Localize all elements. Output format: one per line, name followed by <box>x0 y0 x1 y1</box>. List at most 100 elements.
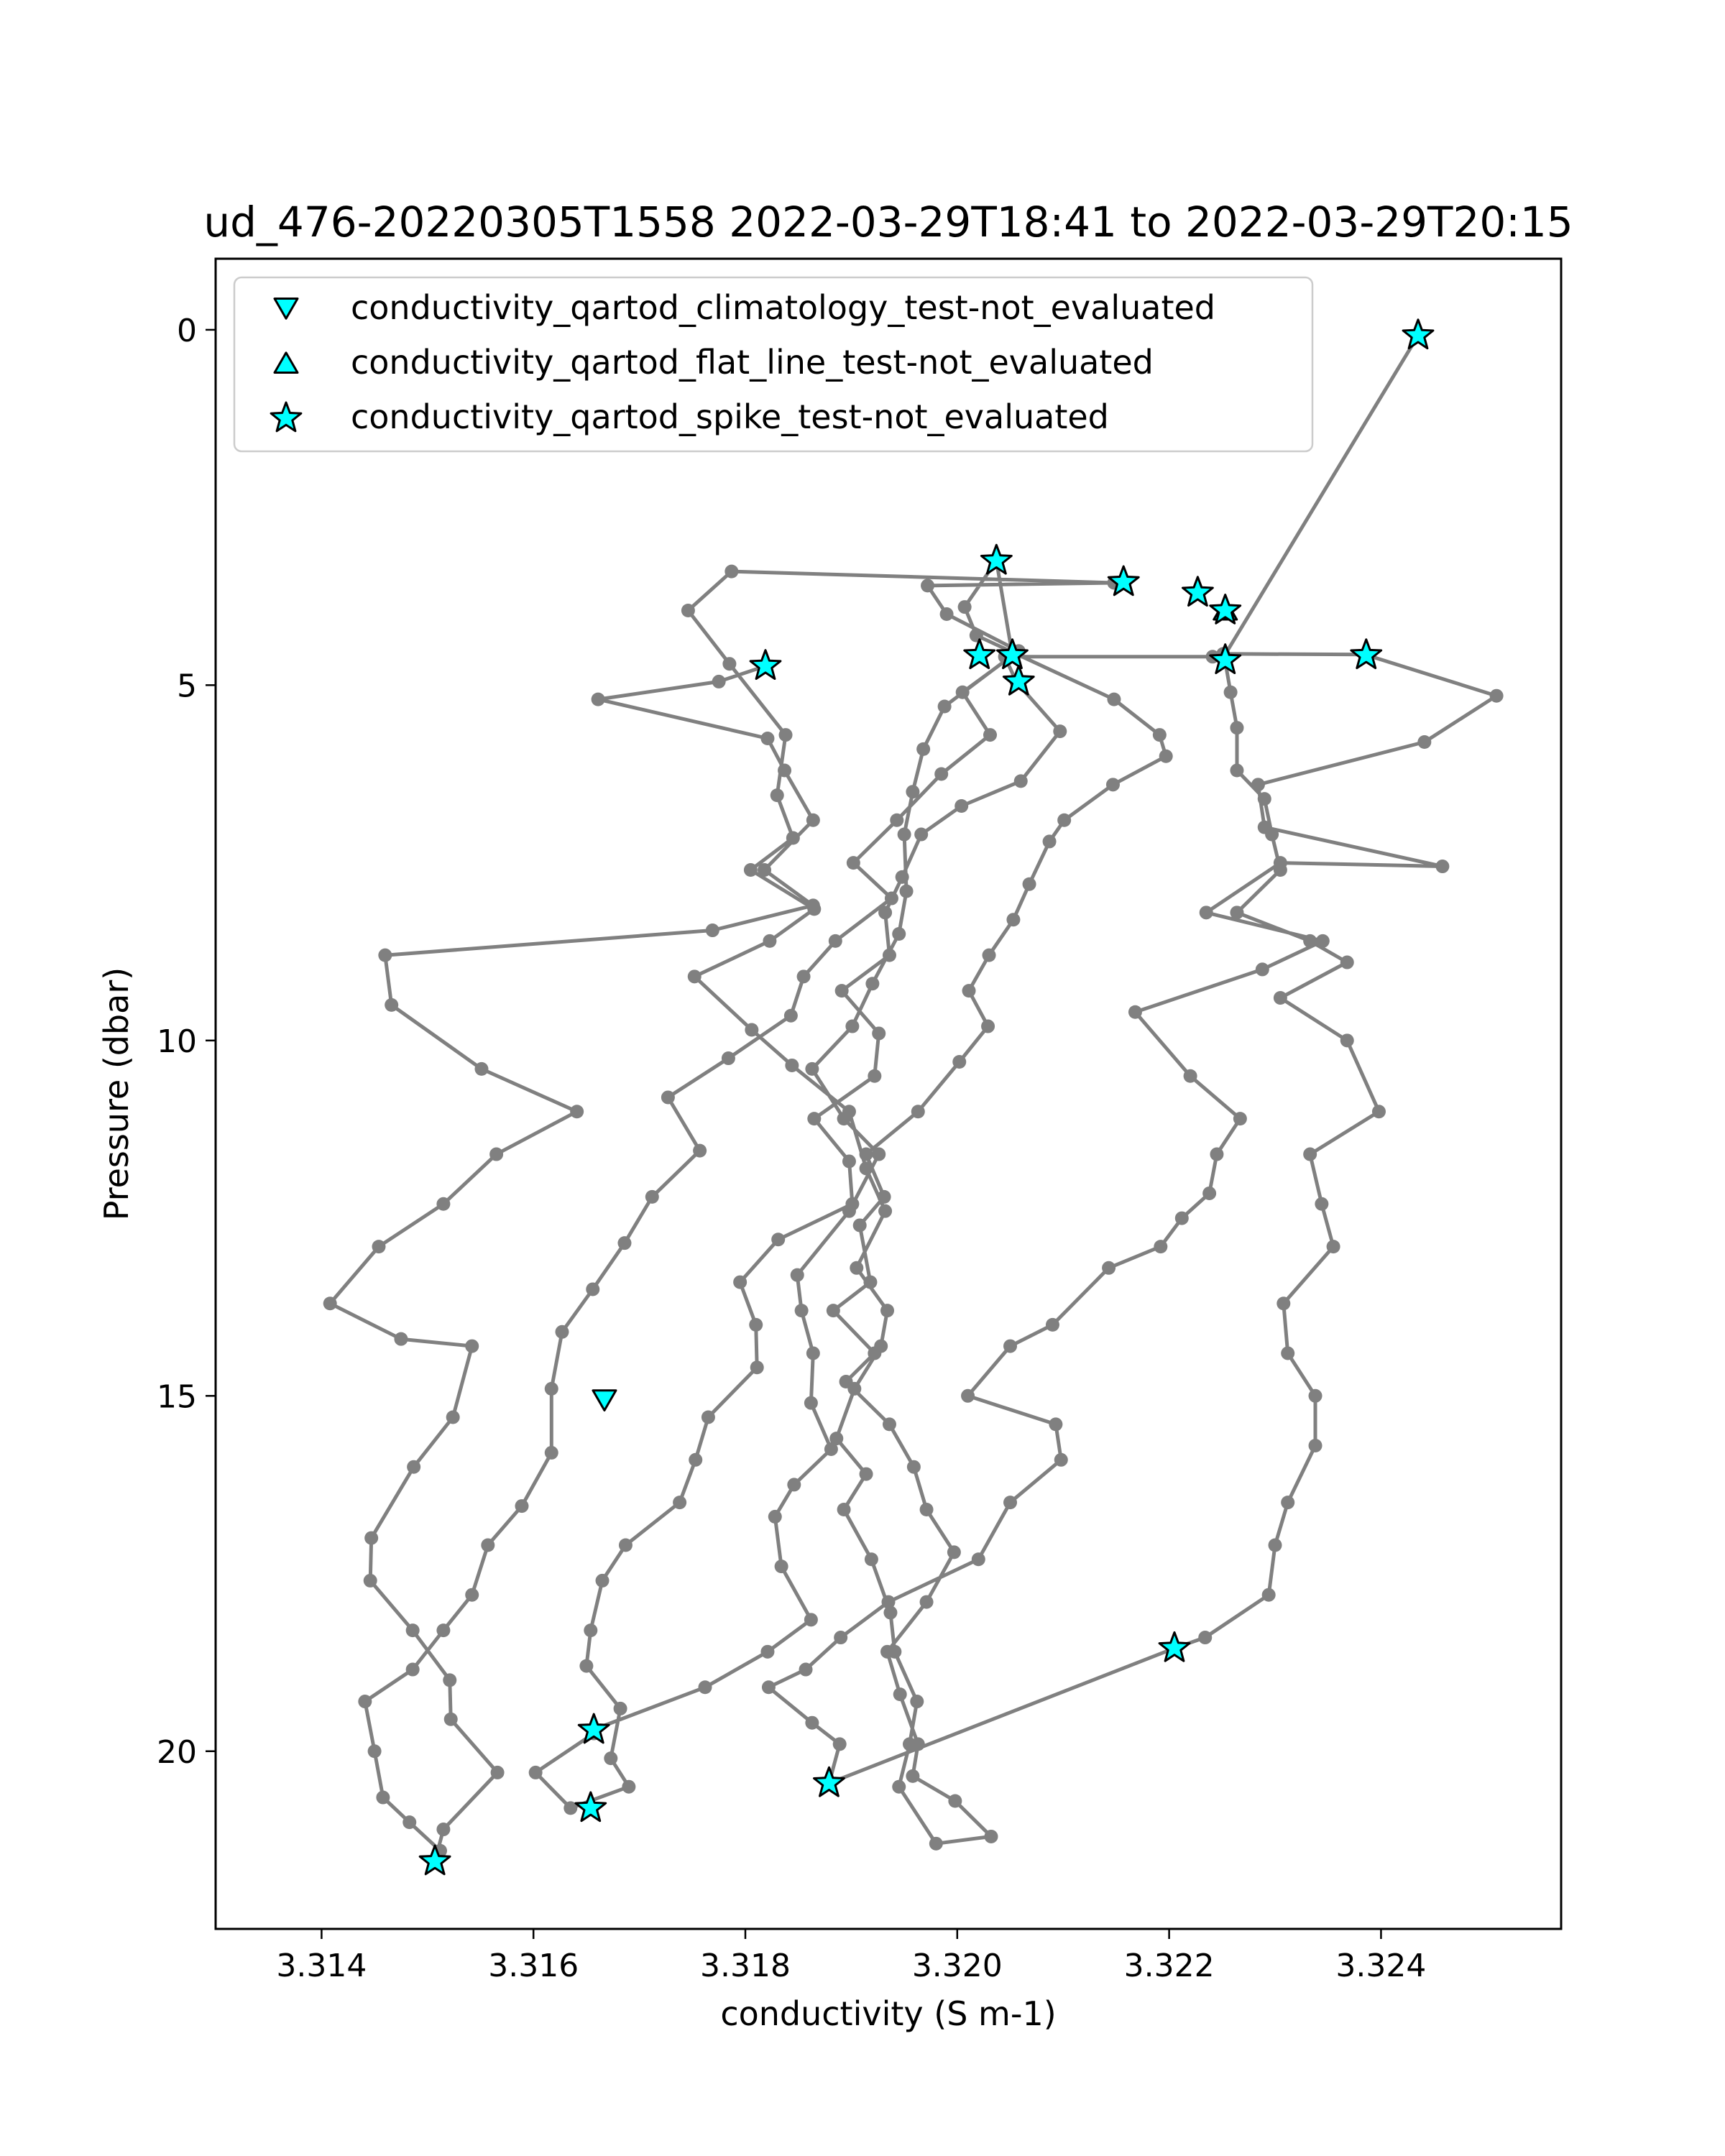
profile-point <box>701 1410 715 1424</box>
profile-point <box>1273 990 1287 1005</box>
profile-point <box>604 1751 618 1766</box>
legend-box <box>233 276 1314 453</box>
y-tick-label: 10 <box>157 1023 197 1060</box>
star-icon <box>270 401 303 433</box>
profile-point <box>902 1737 916 1751</box>
profile-point <box>1489 688 1504 703</box>
spike-flag-marker <box>1002 664 1035 696</box>
profile-point <box>882 948 896 962</box>
legend-label-spike: conductivity_qartod_spike_test-not_evalu… <box>351 397 1109 436</box>
profile-point <box>774 1560 788 1574</box>
profile-point <box>1202 1186 1217 1200</box>
profile-point <box>372 1240 386 1254</box>
x-axis-label: conductivity (S m-1) <box>720 1994 1056 2033</box>
profile-point <box>750 1360 764 1375</box>
profile-point <box>544 1445 558 1460</box>
spike-flag-marker <box>813 1766 845 1797</box>
profile-point <box>1261 1588 1276 1602</box>
profile-point <box>1152 728 1167 742</box>
profile-point <box>591 692 605 706</box>
profile-point <box>490 1765 505 1779</box>
profile-point <box>906 1769 920 1783</box>
profile-point <box>1003 1339 1018 1353</box>
profile-point <box>969 628 983 642</box>
y-tick-label: 20 <box>157 1734 197 1771</box>
profile-point <box>847 1381 862 1396</box>
profile-point <box>785 1058 799 1072</box>
profile-point <box>834 984 849 998</box>
profile-point <box>890 813 904 827</box>
x-tick-label: 3.314 <box>276 1948 367 1984</box>
profile-point <box>622 1779 636 1794</box>
profile-point <box>1233 1112 1247 1126</box>
profile-point <box>743 862 758 877</box>
spike-flag-marker <box>963 638 996 670</box>
profile-point <box>1174 1211 1189 1225</box>
profile-point <box>906 785 920 799</box>
profile-point <box>584 1623 598 1638</box>
plot-area <box>323 318 1504 1876</box>
profile-point <box>712 674 726 688</box>
profile-point <box>443 1712 458 1726</box>
profile-point <box>1303 1147 1317 1161</box>
profile-point <box>681 604 695 618</box>
profile-point <box>1326 1240 1340 1254</box>
profile-point <box>934 767 949 781</box>
profile-point <box>1003 1496 1018 1510</box>
profile-point <box>961 1388 975 1403</box>
y-tick-label: 15 <box>157 1378 197 1415</box>
profile-point <box>1159 749 1173 763</box>
x-tick-label: 3.320 <box>912 1948 1003 1984</box>
profile-point <box>1199 906 1213 920</box>
triangle-down-icon <box>273 298 299 320</box>
spike-flag-marker <box>1182 576 1214 607</box>
profile-point <box>837 1503 851 1517</box>
profile-point <box>806 898 820 913</box>
profile-point <box>771 1233 786 1247</box>
triangle-up-icon <box>273 351 299 374</box>
plot-frame <box>214 257 1563 1930</box>
profile-point <box>954 798 969 813</box>
profile-point <box>984 1829 998 1843</box>
profile-point <box>1128 1005 1142 1019</box>
profile-point <box>842 1204 856 1218</box>
profile-point <box>749 1317 763 1332</box>
profile-point <box>807 1112 822 1126</box>
profile-point <box>919 1595 934 1609</box>
profile-point <box>1057 813 1072 827</box>
profile-point <box>1049 1417 1063 1432</box>
profile-point <box>405 1623 420 1638</box>
profile-point <box>834 1631 848 1645</box>
profile-point <box>893 1687 907 1702</box>
profile-point <box>555 1325 569 1339</box>
spike-flag-marker <box>749 649 782 680</box>
profile-point <box>673 1496 687 1510</box>
profile-point <box>783 1008 798 1023</box>
profile-point <box>358 1695 372 1709</box>
profile-point <box>402 1815 417 1830</box>
profile-point <box>1273 856 1287 870</box>
profile-point <box>911 1105 925 1119</box>
profile-point <box>693 1143 707 1158</box>
profile-point <box>899 884 914 898</box>
profile-point <box>859 1161 873 1176</box>
profile-point <box>1315 934 1330 948</box>
profile-point <box>897 827 911 842</box>
profile-point <box>1255 962 1269 977</box>
profile-point <box>724 564 739 579</box>
profile-point <box>1340 1033 1354 1048</box>
x-tick-label: 3.318 <box>700 1948 791 1984</box>
profile-point <box>806 813 820 827</box>
profile-point <box>799 1662 813 1677</box>
profile-point <box>617 1236 632 1250</box>
profile-point <box>826 1304 840 1318</box>
profile-point <box>758 862 772 877</box>
spike-flag-marker <box>1107 565 1140 596</box>
profile-point <box>829 1432 844 1446</box>
x-tick-label: 3.324 <box>1335 1948 1426 1984</box>
profile-point <box>1417 734 1432 749</box>
profile-point <box>1045 1317 1059 1332</box>
profile-point <box>878 1204 893 1218</box>
profile-point <box>878 906 893 920</box>
conductivity-profile-line <box>328 334 1499 1864</box>
